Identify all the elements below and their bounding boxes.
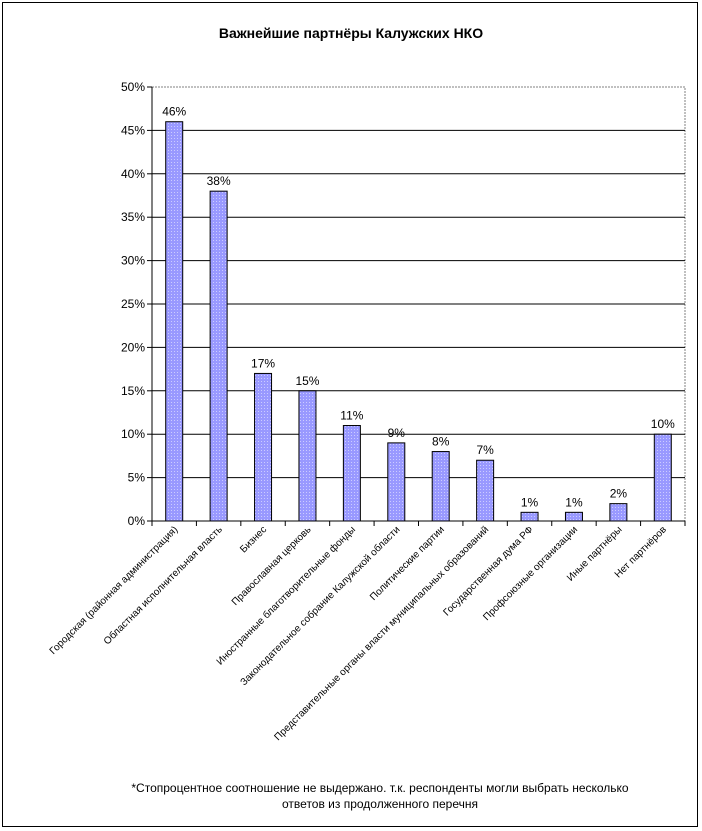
bars <box>165 121 672 522</box>
bar-value-label: 1% <box>521 495 539 509</box>
bar <box>476 459 495 522</box>
bar-value-label: 1% <box>565 495 583 509</box>
y-tick-label: 5% <box>128 471 146 485</box>
bar <box>387 442 406 522</box>
bar-value-label: 17% <box>251 356 275 370</box>
bar <box>298 390 317 522</box>
y-tick-label: 45% <box>121 123 145 137</box>
y-tick-label: 20% <box>121 340 145 354</box>
y-tick-label: 15% <box>121 384 145 398</box>
bar-value-label: 8% <box>432 435 450 449</box>
bar <box>165 121 184 522</box>
bar-value-label: 9% <box>388 426 406 440</box>
y-tick-label: 50% <box>121 80 145 94</box>
category-label: Государственная дума РФ <box>441 524 535 618</box>
bar-value-label: 2% <box>610 487 628 501</box>
category-label: Законодательное собрание Калужской облас… <box>238 524 403 689</box>
bar <box>609 503 628 522</box>
bar <box>520 511 539 522</box>
bar <box>653 433 672 522</box>
bar <box>254 372 273 522</box>
bar <box>431 451 450 522</box>
y-tick-label: 30% <box>121 254 145 268</box>
bar-value-label: 38% <box>207 174 231 188</box>
axes <box>147 86 686 526</box>
y-tick-label: 40% <box>121 167 145 181</box>
footnote-line-1: *Стопроцентное соотношение не выдержано.… <box>131 781 629 795</box>
bar <box>342 425 361 522</box>
y-tick-label: 10% <box>121 427 145 441</box>
bar-value-label: 46% <box>162 105 186 119</box>
bar-value-label: 10% <box>651 417 675 431</box>
bar <box>564 511 583 522</box>
category-label: Бизнес <box>238 524 269 555</box>
y-tick-label: 25% <box>121 297 145 311</box>
category-label: Представительные органы власти муниципал… <box>272 524 491 743</box>
bar <box>209 190 228 522</box>
bar-value-label: 7% <box>476 443 494 457</box>
category-label: Политические партии <box>368 524 447 603</box>
chart-title: Важнейшие партнёры Калужских НКО <box>218 25 484 41</box>
footnote: *Стопроцентное соотношение не выдержано.… <box>60 780 700 812</box>
y-tick-label: 0% <box>128 514 146 528</box>
category-label: Профсоюзные организации <box>481 524 580 623</box>
grid-lines <box>152 129 685 479</box>
footnote-line-2: ответов из продолженного перечня <box>282 797 478 811</box>
y-tick-label: 35% <box>121 210 145 224</box>
bar-value-label: 15% <box>295 374 319 388</box>
category-label: Православная церковь <box>230 524 314 608</box>
bar-value-label: 11% <box>340 409 363 423</box>
